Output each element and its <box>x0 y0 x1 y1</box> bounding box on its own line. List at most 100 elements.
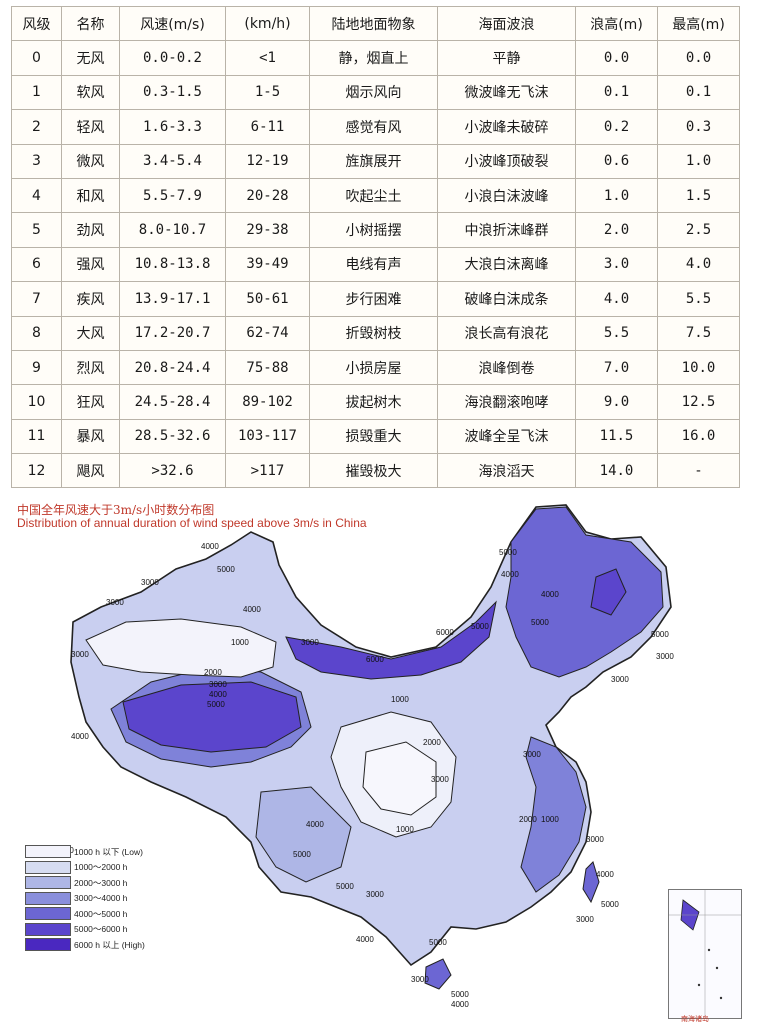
cell-speed-kmh: 89-102 <box>225 384 310 420</box>
cell-level: 0 <box>11 40 62 76</box>
contour-label: 3000 <box>71 650 89 659</box>
cell-wave-height: 3.0 <box>575 246 658 283</box>
wind-map-figure: 4000 3000 5000 4000 3000 3000 1000 2000 3000 4000… <box>11 497 746 1027</box>
contour-label: 1000 <box>231 638 249 647</box>
cell-level: 7 <box>11 281 62 317</box>
region-tarim <box>85 618 277 678</box>
cell-speed-ms: 0.0-0.2 <box>119 40 226 76</box>
cell-max-height: 7.5 <box>657 315 740 351</box>
legend-swatch <box>25 876 71 890</box>
cell-sea-waves: 小浪白沫波峰 <box>437 177 576 214</box>
legend-item: 2000～3000 h <box>25 875 145 891</box>
cell-name: 烈风 <box>61 349 120 386</box>
contour-label: 2000 <box>423 738 441 747</box>
cell-name: 大风 <box>61 315 120 351</box>
cell-speed-ms: 0.3-1.5 <box>119 74 226 111</box>
legend-swatch <box>25 922 71 936</box>
contour-label: 3000 <box>106 598 124 607</box>
cell-speed-kmh: 29-38 <box>225 212 310 248</box>
cell-level: 12 <box>11 453 62 489</box>
region-tibet-strong <box>122 681 302 753</box>
cell-speed-ms: 20.8-24.4 <box>119 349 226 386</box>
contour-label: 4000 <box>356 935 374 944</box>
legend-swatch <box>25 860 71 874</box>
cell-speed-ms: 28.5-32.6 <box>119 418 226 455</box>
cell-sea-waves: 大浪白沫离峰 <box>437 246 576 283</box>
cell-max-height: 0.0 <box>657 40 740 76</box>
cell-speed-kmh: 62-74 <box>225 315 310 351</box>
cell-sea-waves: 破峰白沫成条 <box>437 281 576 317</box>
contour-label: 3000 <box>656 652 674 661</box>
contour-label: 5000 <box>217 565 235 574</box>
header-sea-waves: 海面波浪 <box>437 5 576 42</box>
cell-speed-ms: 17.2-20.7 <box>119 315 226 351</box>
cell-land-phenomena: 折毁树枝 <box>309 315 438 351</box>
cell-wave-height: 14.0 <box>575 453 658 489</box>
cell-name: 强风 <box>61 246 120 283</box>
contour-label: 1000 <box>541 815 559 824</box>
cell-speed-ms: >32.6 <box>119 453 226 489</box>
cell-wave-height: 0.2 <box>575 109 658 145</box>
cell-speed-kmh: 12-19 <box>225 143 310 179</box>
cell-sea-waves: 海浪滔天 <box>437 453 576 489</box>
region-taiwan <box>582 861 600 904</box>
cell-level: 11 <box>11 418 62 455</box>
map-regions <box>70 504 672 990</box>
cell-land-phenomena: 旌旗展开 <box>309 143 438 179</box>
cell-name: 轻风 <box>61 109 120 145</box>
legend-item: 1000 h 以下 (Low) <box>25 844 145 860</box>
cell-name: 软风 <box>61 74 120 111</box>
cell-max-height: 16.0 <box>657 418 740 455</box>
cell-land-phenomena: 电线有声 <box>309 246 438 283</box>
legend-swatch <box>25 891 71 905</box>
cell-speed-kmh: <1 <box>225 40 310 76</box>
cell-name: 疾风 <box>61 281 120 317</box>
cell-speed-kmh: >117 <box>225 453 310 489</box>
cell-speed-kmh: 20-28 <box>225 177 310 214</box>
contour-label: 5000 <box>651 630 669 639</box>
map-title-english: Distribution of annual duration of wind … <box>17 516 367 530</box>
cell-max-height: 0.1 <box>657 74 740 111</box>
cell-speed-kmh: 103-117 <box>225 418 310 455</box>
contour-label: 4000 <box>541 590 559 599</box>
legend-swatch <box>25 907 71 921</box>
header-max-height: 最高(m) <box>657 5 740 42</box>
cell-max-height: 5.5 <box>657 281 740 317</box>
contour-label: 3000 <box>431 775 449 784</box>
cell-level: 6 <box>11 246 62 283</box>
legend-label: 3000～4000 h <box>74 893 128 904</box>
contour-label: 4000 <box>243 605 261 614</box>
legend-label: 4000～5000 h <box>74 908 128 919</box>
cell-land-phenomena: 静，烟直上 <box>309 40 438 76</box>
cell-max-height: 10.0 <box>657 349 740 386</box>
cell-speed-kmh: 50-61 <box>225 281 310 317</box>
contour-label: 3000 <box>209 680 227 689</box>
legend-label: 1000 h 以下 (Low) <box>74 846 143 857</box>
cell-wave-height: 0.1 <box>575 74 658 111</box>
table-row: 6 强风 10.8-13.8 39-49 电线有声 大浪白沫离峰 3.0 4.0 <box>11 246 740 283</box>
table-row: 1 软风 0.3-1.5 1-5 烟示风向 微波峰无飞沫 0.1 0.1 <box>11 74 740 111</box>
table-row: 10 狂风 24.5-28.4 89-102 拔起树木 海浪翻滚咆哮 9.0 12.5 <box>11 384 740 420</box>
cell-sea-waves: 平静 <box>437 40 576 76</box>
legend-swatch <box>25 845 71 859</box>
legend-item: 5000～6000 h <box>25 922 145 938</box>
inset-label: 南海诸岛 <box>681 1015 709 1023</box>
cell-wave-height: 9.0 <box>575 384 658 420</box>
region-southwest <box>255 786 352 883</box>
region-hainan <box>424 958 452 990</box>
legend-label: 1000～2000 h <box>74 862 128 873</box>
cell-wave-height: 4.0 <box>575 281 658 317</box>
cell-speed-kmh: 39-49 <box>225 246 310 283</box>
cell-speed-ms: 10.8-13.8 <box>119 246 226 283</box>
contour-label: 4000 <box>209 690 227 699</box>
cell-sea-waves: 海浪翻滚咆哮 <box>437 384 576 420</box>
cell-speed-kmh: 1-5 <box>225 74 310 111</box>
header-name: 名称 <box>61 5 120 42</box>
cell-land-phenomena: 损毁重大 <box>309 418 438 455</box>
cell-wave-height: 11.5 <box>575 418 658 455</box>
cell-max-height: 2.5 <box>657 212 740 248</box>
contour-labels: 4000300050004000300030001000200030004000… <box>56 542 674 1009</box>
contour-label: 4000 <box>596 870 614 879</box>
legend-swatch <box>25 938 71 952</box>
contour-label: 5000 <box>451 990 469 999</box>
